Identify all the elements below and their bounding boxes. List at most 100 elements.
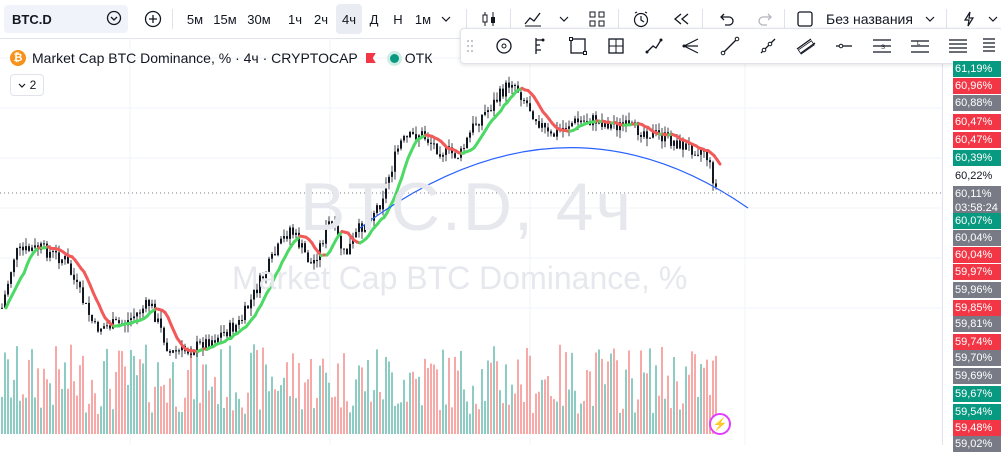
candle-body	[454, 153, 456, 158]
volume-bar	[322, 359, 324, 434]
volume-bar	[523, 402, 525, 434]
trend-line-icon[interactable]	[717, 33, 743, 59]
drag-handle-icon[interactable]	[463, 33, 477, 59]
volume-bar	[184, 398, 186, 434]
candle-body	[412, 132, 414, 134]
volume-bar	[169, 378, 171, 434]
volume-bar	[520, 384, 522, 434]
fib-levels-icon[interactable]: S	[869, 33, 895, 59]
volume-bar	[637, 399, 639, 434]
candle-body	[52, 251, 54, 252]
more-tools-icon[interactable]	[979, 33, 999, 59]
chevron-down-icon[interactable]	[438, 0, 454, 38]
candle-body	[694, 155, 696, 156]
volume-bar	[625, 370, 627, 434]
volume-bar	[211, 387, 213, 434]
price-label: 59,69%	[953, 368, 1001, 384]
volume-bar	[325, 373, 327, 434]
candle-body	[502, 89, 504, 97]
timeframe-3[interactable]: 1ч	[282, 0, 308, 38]
candle-body	[118, 320, 120, 323]
volume-bar	[190, 348, 192, 434]
volume-bar	[109, 389, 111, 434]
long-position-icon[interactable]: L	[907, 33, 933, 59]
add-symbol-icon[interactable]	[106, 10, 122, 29]
path-tool-icon[interactable]	[641, 33, 667, 59]
cursor-cross-icon[interactable]	[491, 33, 517, 59]
volume-bar	[283, 378, 285, 434]
timeframe-4[interactable]: 2ч	[308, 0, 334, 38]
volume-bar	[643, 373, 645, 434]
candle-body	[10, 272, 12, 284]
volume-bar	[673, 357, 675, 434]
timeframe-7[interactable]: Н	[385, 0, 411, 38]
candle-body	[166, 343, 168, 351]
volume-bar	[256, 350, 258, 434]
lines-menu-icon[interactable]	[945, 33, 971, 59]
timeframe-0[interactable]: 5м	[182, 0, 208, 38]
volume-bar	[259, 410, 261, 434]
volume-bar	[1, 397, 3, 434]
symbol-name: BTC.D	[12, 12, 52, 27]
lightning-icon[interactable]: ⚡	[709, 413, 731, 435]
volume-bar	[229, 346, 231, 434]
volume-bar	[139, 359, 141, 434]
pitchfork-icon[interactable]	[679, 33, 705, 59]
volume-bar	[541, 380, 543, 434]
candle-body	[343, 249, 345, 250]
chart-legend[interactable]: ₿ Market Cap BTC Dominance, % · 4ч · CRY…	[10, 46, 432, 70]
volume-bar	[145, 345, 147, 434]
candle-body	[508, 83, 510, 88]
volume-bar	[331, 397, 333, 434]
volume-bar	[397, 404, 399, 434]
legend-collapse-button[interactable]: 2	[10, 74, 44, 96]
candle-body	[91, 315, 93, 321]
price-label: 59,67%	[953, 386, 1001, 402]
candle-body	[574, 119, 576, 124]
volume-bar	[583, 401, 585, 434]
timeframe-2[interactable]: 30м	[246, 0, 272, 38]
candle-body	[499, 89, 501, 102]
candle-body	[277, 244, 279, 256]
fib-tool-icon[interactable]	[527, 33, 553, 59]
volume-bar	[262, 348, 264, 434]
volume-bar	[433, 365, 435, 434]
volume-bar	[10, 398, 12, 434]
volume-bar	[253, 344, 255, 434]
volume-bar	[682, 403, 684, 434]
ray-tool-icon[interactable]	[755, 33, 781, 59]
compare-symbol-icon[interactable]	[140, 0, 166, 38]
volume-bar	[421, 405, 423, 434]
volume-bar	[82, 356, 84, 434]
flag-icon[interactable]	[366, 53, 376, 63]
timeframe-6[interactable]: Д	[361, 0, 387, 38]
volume-bar	[154, 387, 156, 434]
candle-body	[571, 123, 573, 126]
candle-body	[61, 259, 63, 263]
candle-body	[640, 135, 642, 137]
grid-rectangle-icon[interactable]	[603, 33, 629, 59]
candle-body	[700, 150, 702, 155]
candle-body	[70, 264, 72, 275]
horizontal-line-icon[interactable]	[831, 33, 857, 59]
volume-bar	[112, 409, 114, 434]
candle-body	[13, 260, 15, 272]
volume-bar	[436, 369, 438, 434]
parallel-channel-icon[interactable]	[793, 33, 819, 59]
volume-bar	[445, 405, 447, 434]
timeframe-8[interactable]: 1м	[410, 0, 436, 38]
symbol-search[interactable]: BTC.D	[4, 0, 132, 38]
volume-bar	[214, 377, 216, 434]
candle-body	[697, 155, 699, 156]
timeframe-5[interactable]: 4ч	[336, 4, 362, 34]
price-scale[interactable]: 61,19%60,96%60,88%60,47%60,47%60,39%60,2…	[943, 64, 1001, 445]
rectangle-tool-icon[interactable]	[565, 33, 591, 59]
candle-body	[79, 282, 81, 287]
volume-bar	[40, 408, 42, 434]
volume-bar	[529, 356, 531, 434]
candle-body	[160, 319, 162, 328]
timeframe-1[interactable]: 15м	[212, 0, 238, 38]
volume-bar	[670, 408, 672, 434]
price-label: 60,22%	[953, 168, 1001, 184]
volume-bar	[634, 413, 636, 434]
